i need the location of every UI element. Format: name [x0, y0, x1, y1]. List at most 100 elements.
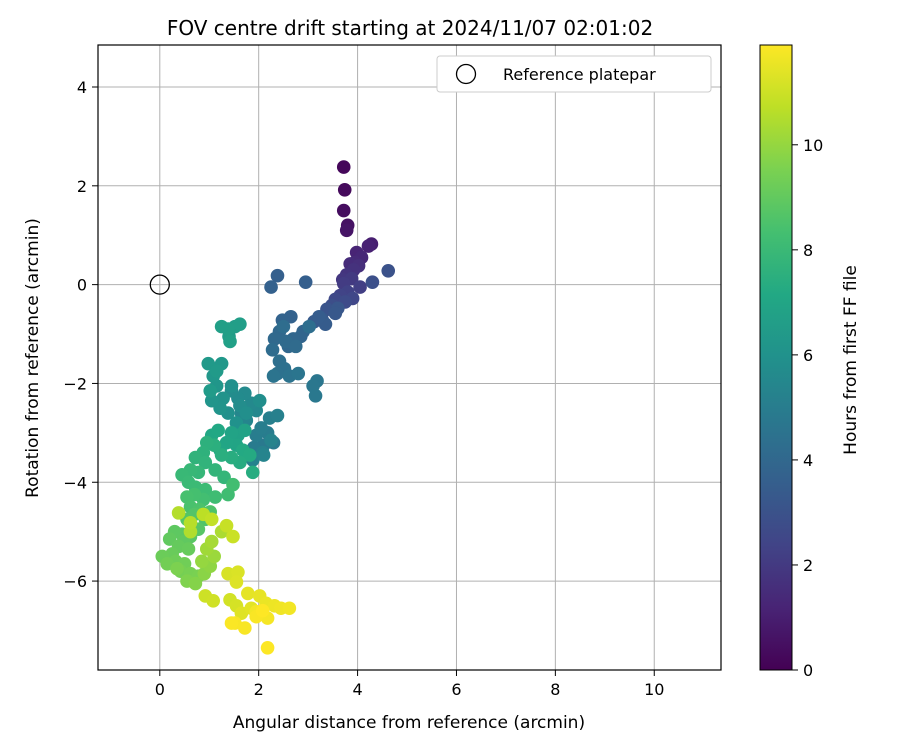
x-tick-label: 6 — [451, 680, 461, 699]
data-point — [353, 280, 367, 294]
data-point — [255, 603, 270, 618]
data-point — [206, 594, 221, 608]
colorbar-tick-label: 2 — [803, 556, 813, 575]
data-point — [238, 423, 252, 438]
data-point — [208, 463, 222, 477]
data-point — [239, 406, 254, 420]
data-point — [208, 490, 222, 504]
data-point — [224, 379, 239, 393]
x-tick-label: 2 — [254, 680, 264, 699]
data-point — [238, 621, 252, 635]
plot-frame — [97, 44, 722, 671]
data-point — [229, 575, 244, 589]
data-point — [245, 465, 260, 480]
data-point — [162, 532, 177, 546]
data-point — [214, 319, 229, 334]
legend-entry: Reference platepar — [503, 65, 656, 84]
data-point — [233, 317, 247, 331]
data-point — [203, 384, 218, 398]
data-point — [336, 160, 351, 174]
data-point — [276, 319, 291, 334]
data-point — [336, 203, 351, 218]
data-point — [267, 332, 282, 346]
data-point — [226, 477, 240, 492]
grid — [98, 45, 721, 670]
data-point — [308, 388, 323, 403]
data-point — [195, 554, 209, 569]
data-point — [265, 343, 280, 357]
data-point — [224, 616, 239, 630]
data-point — [381, 263, 396, 278]
data-point — [328, 306, 343, 321]
x-axis-label: Angular distance from reference (arcmin) — [233, 713, 585, 733]
data-point — [252, 393, 267, 408]
reference-point — [149, 274, 170, 295]
colorbar-tick-label: 10 — [803, 136, 823, 155]
data-point — [188, 576, 203, 591]
data-point — [339, 223, 354, 238]
y-tick-label: −4 — [63, 473, 87, 492]
data-point — [270, 268, 285, 283]
colorbar-ticks: 0 2 4 6 8 10 — [792, 136, 823, 680]
scatter-points — [155, 160, 396, 655]
y-tick-label: 2 — [77, 177, 87, 196]
colorbar-label: Hours from first FF file — [841, 265, 861, 455]
legend: Reference platepar — [436, 55, 712, 93]
data-point — [337, 182, 352, 197]
data-point — [302, 319, 316, 334]
data-point — [204, 512, 219, 527]
data-point — [254, 421, 268, 435]
reference-marker — [149, 274, 170, 295]
y-tick-label: 0 — [77, 276, 87, 295]
data-point — [312, 309, 326, 324]
data-point — [361, 239, 376, 253]
data-point — [288, 339, 303, 354]
data-point — [298, 275, 313, 289]
data-point — [183, 515, 198, 530]
colorbar-tick-label: 0 — [803, 661, 813, 680]
data-point — [241, 586, 255, 601]
colorbar-gradient — [759, 44, 793, 671]
colorbar-tick-label: 4 — [803, 451, 813, 470]
y-axis-ticks: −6 −4 −2 0 2 4 — [63, 78, 98, 591]
data-point — [264, 280, 278, 294]
x-tick-label: 0 — [155, 680, 165, 699]
data-point — [171, 506, 186, 520]
data-point — [209, 364, 224, 378]
x-tick-label: 8 — [550, 680, 560, 699]
data-point — [242, 448, 257, 462]
data-point — [256, 448, 271, 462]
colorbar: 0 2 4 6 8 10 Hours from first FF file — [759, 44, 861, 680]
x-tick-label: 4 — [352, 680, 362, 699]
legend-marker — [455, 63, 477, 85]
y-tick-label: −6 — [63, 572, 87, 591]
plot-area — [97, 44, 722, 671]
y-axis-label: Rotation from reference (arcmin) — [23, 218, 43, 498]
data-point — [214, 448, 229, 462]
data-point — [223, 334, 237, 349]
data-point — [204, 534, 219, 549]
data-point — [211, 423, 225, 438]
y-tick-label: 4 — [77, 78, 87, 97]
data-point — [260, 640, 275, 655]
data-point — [219, 518, 234, 533]
chart-title: FOV centre drift starting at 2024/11/07 … — [167, 16, 653, 40]
data-point — [266, 369, 281, 383]
colorbar-tick-label: 6 — [803, 346, 813, 365]
data-point — [181, 542, 196, 556]
data-point — [282, 601, 297, 616]
colorbar-tick-label: 8 — [803, 241, 813, 260]
data-point — [264, 433, 278, 448]
y-tick-label: −2 — [63, 374, 87, 393]
data-point — [217, 470, 231, 485]
data-point — [198, 455, 213, 470]
legend-box — [436, 55, 712, 93]
data-point — [170, 561, 184, 576]
data-point — [226, 529, 240, 544]
x-axis-ticks: 0 2 4 6 8 10 — [155, 670, 664, 699]
data-point — [365, 275, 380, 289]
data-point — [270, 408, 285, 423]
x-tick-label: 10 — [644, 680, 664, 699]
data-point — [291, 366, 306, 381]
